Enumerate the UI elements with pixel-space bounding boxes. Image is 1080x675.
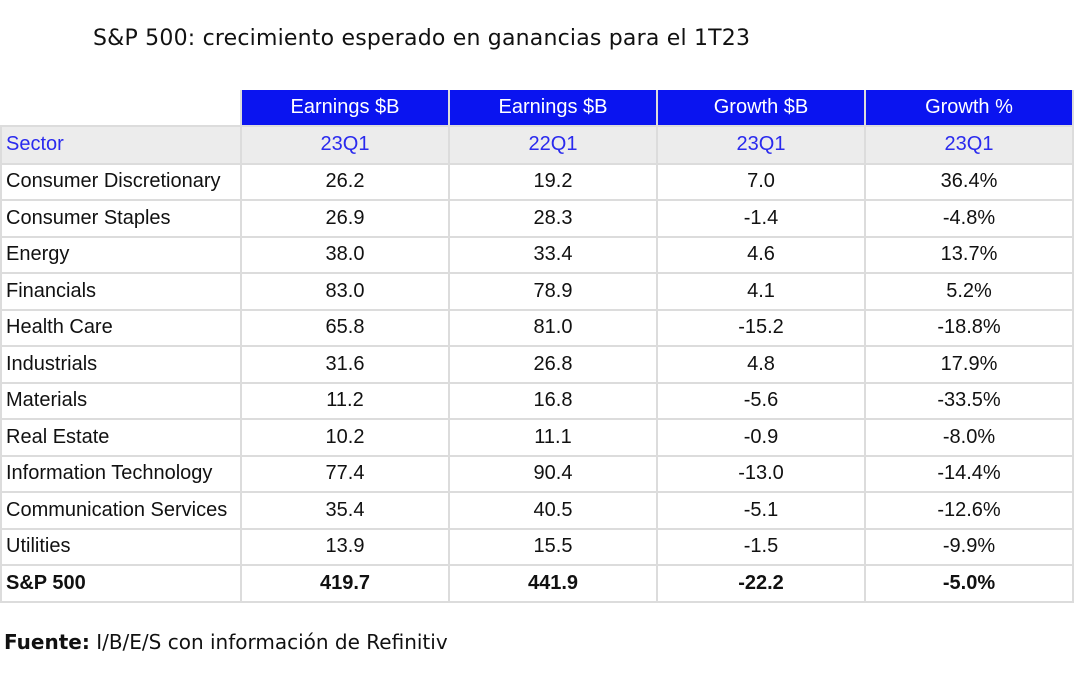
value-cell: -5.6 — [656, 381, 866, 420]
value-cell: 15.5 — [448, 527, 658, 566]
table-row: Communication Services 35.4 40.5 -5.1 -12.6% — [0, 491, 1074, 530]
table-row: Information Technology 77.4 90.4 -13.0 -14.4… — [0, 454, 1074, 493]
table-row: Materials 11.2 16.8 -5.6 -33.5% — [0, 381, 1074, 420]
value-cell: 17.9% — [864, 345, 1074, 384]
value-cell: 40.5 — [448, 491, 658, 530]
value-cell: Earnings $B — [448, 90, 658, 127]
value-cell: -9.9% — [864, 527, 1074, 566]
value-cell: -0.9 — [656, 418, 866, 457]
value-cell: 31.6 — [240, 345, 450, 384]
value-cell: 35.4 — [240, 491, 450, 530]
value-cell: 26.2 — [240, 162, 450, 201]
table-row: Consumer Staples 26.9 28.3 -1.4 -4.8% — [0, 199, 1074, 238]
value-cell: Growth $B — [656, 90, 866, 127]
value-cell: -13.0 — [656, 454, 866, 493]
value-cell: Earnings $B — [240, 90, 450, 127]
value-cell: 33.4 — [448, 235, 658, 274]
sector-cell: Communication Services — [0, 491, 242, 530]
sector-cell: S&P 500 — [0, 564, 242, 603]
table-row: Consumer Discretionary 26.2 19.2 7.0 36.4% — [0, 162, 1074, 201]
value-cell: -15.2 — [656, 308, 866, 347]
value-cell: 5.2% — [864, 272, 1074, 311]
value-cell: 419.7 — [240, 564, 450, 603]
value-cell: -4.8% — [864, 199, 1074, 238]
table-row: Financials 83.0 78.9 4.1 5.2% — [0, 272, 1074, 311]
table-row: Utilities 13.9 15.5 -1.5 -9.9% — [0, 527, 1074, 566]
value-cell: -33.5% — [864, 381, 1074, 420]
value-cell: 16.8 — [448, 381, 658, 420]
value-cell: 81.0 — [448, 308, 658, 347]
value-cell: -5.0% — [864, 564, 1074, 603]
value-cell: 11.1 — [448, 418, 658, 457]
sector-cell: Sector — [0, 124, 242, 165]
value-cell: 28.3 — [448, 199, 658, 238]
sector-cell: Materials — [0, 381, 242, 420]
value-cell: 10.2 — [240, 418, 450, 457]
sector-cell: Consumer Staples — [0, 199, 242, 238]
value-cell: 19.2 — [448, 162, 658, 201]
sector-cell: Financials — [0, 272, 242, 311]
value-cell: 77.4 — [240, 454, 450, 493]
sector-cell: Real Estate — [0, 418, 242, 457]
table-row: Real Estate 10.2 11.1 -0.9 -8.0% — [0, 418, 1074, 457]
value-cell: -12.6% — [864, 491, 1074, 530]
value-cell: -1.4 — [656, 199, 866, 238]
earnings-table: Earnings $B Earnings $B Growth $B Growth % S… — [0, 90, 1074, 603]
value-cell: 26.8 — [448, 345, 658, 384]
value-cell: Growth % — [864, 90, 1074, 127]
total-row: S&P 500 419.7 441.9 -22.2 -5.0% — [0, 564, 1074, 603]
value-cell: 22Q1 — [448, 124, 658, 165]
value-cell: 13.9 — [240, 527, 450, 566]
value-cell: 13.7% — [864, 235, 1074, 274]
value-cell: 36.4% — [864, 162, 1074, 201]
sector-cell: Information Technology — [0, 454, 242, 493]
value-cell: -1.5 — [656, 527, 866, 566]
value-cell: 38.0 — [240, 235, 450, 274]
chart-title: S&P 500: crecimiento esperado en gananci… — [93, 26, 751, 51]
value-cell: 78.9 — [448, 272, 658, 311]
value-cell: 83.0 — [240, 272, 450, 311]
value-cell: 4.1 — [656, 272, 866, 311]
value-cell: 11.2 — [240, 381, 450, 420]
value-cell: 65.8 — [240, 308, 450, 347]
value-cell: -18.8% — [864, 308, 1074, 347]
value-cell: -22.2 — [656, 564, 866, 603]
table-row: Energy 38.0 33.4 4.6 13.7% — [0, 235, 1074, 274]
value-cell: -8.0% — [864, 418, 1074, 457]
value-cell: -5.1 — [656, 491, 866, 530]
header-row: Earnings $B Earnings $B Growth $B Growth % — [1, 90, 1074, 127]
source-label: Fuente: — [4, 630, 90, 654]
value-cell: 4.8 — [656, 345, 866, 384]
value-cell: -14.4% — [864, 454, 1074, 493]
sector-cell — [1, 90, 241, 127]
value-cell: 23Q1 — [656, 124, 866, 165]
source-text: I/B/E/S con información de Refinitiv — [89, 630, 448, 654]
sector-cell: Health Care — [0, 308, 242, 347]
table-row: Industrials 31.6 26.8 4.8 17.9% — [0, 345, 1074, 384]
table-row: Health Care 65.8 81.0 -15.2 -18.8% — [0, 308, 1074, 347]
value-cell: 7.0 — [656, 162, 866, 201]
value-cell: 4.6 — [656, 235, 866, 274]
value-cell: 441.9 — [448, 564, 658, 603]
sector-cell: Utilities — [0, 527, 242, 566]
sector-cell: Consumer Discretionary — [0, 162, 242, 201]
value-cell: 90.4 — [448, 454, 658, 493]
source-note: Fuente: I/B/E/S con información de Refin… — [4, 630, 448, 654]
sector-cell: Industrials — [0, 345, 242, 384]
value-cell: 23Q1 — [240, 124, 450, 165]
value-cell: 23Q1 — [864, 124, 1074, 165]
sector-cell: Energy — [0, 235, 242, 274]
value-cell: 26.9 — [240, 199, 450, 238]
subheader-row: Sector 23Q1 22Q1 23Q1 23Q1 — [0, 124, 1074, 165]
